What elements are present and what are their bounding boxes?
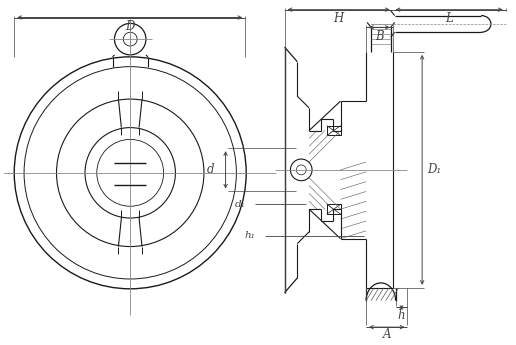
- Text: d: d: [207, 164, 215, 176]
- Text: L: L: [445, 12, 453, 25]
- Text: D₁: D₁: [427, 164, 441, 176]
- Text: A: A: [382, 327, 391, 341]
- Text: H: H: [333, 12, 344, 25]
- Bar: [327, 204, 341, 214]
- Text: B: B: [375, 30, 384, 43]
- Text: h₁: h₁: [245, 231, 255, 240]
- Text: h: h: [398, 309, 405, 322]
- Text: d₁: d₁: [235, 200, 246, 209]
- Bar: [327, 126, 341, 136]
- Text: D: D: [125, 20, 135, 33]
